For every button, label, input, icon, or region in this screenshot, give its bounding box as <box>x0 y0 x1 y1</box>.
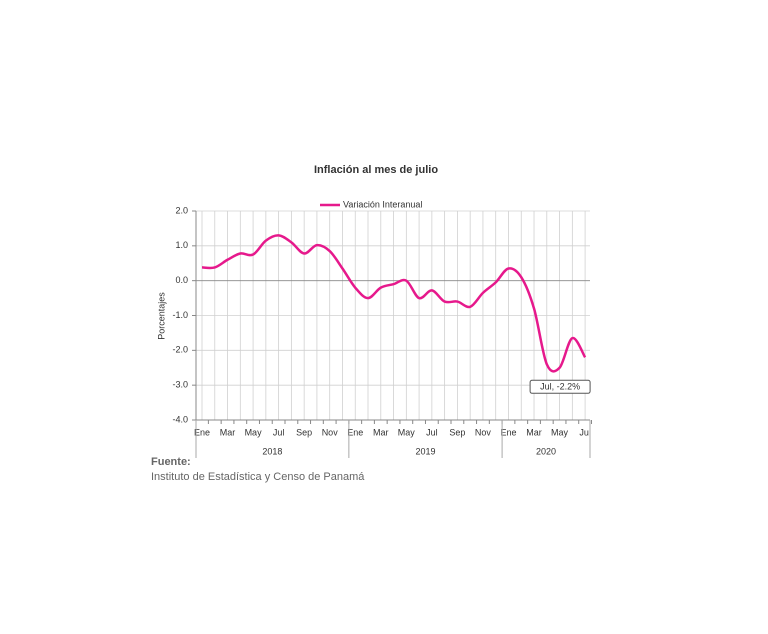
annotation-box <box>529 379 591 394</box>
x-tick-label: May <box>245 427 263 437</box>
x-tick-label: May <box>398 427 416 437</box>
source: Instituto de Estadística y Censo de Pana… <box>151 471 365 483</box>
year-label: 2020 <box>536 446 556 456</box>
year-label: 2018 <box>262 446 282 456</box>
year-label: 2019 <box>415 446 435 456</box>
annotation: Jul, -2.2% <box>540 382 580 392</box>
x-tick-label: Sep <box>449 427 465 437</box>
x-tick-label: Jul <box>579 427 591 437</box>
x-tick-label: Sep <box>296 427 312 437</box>
y-tick-label: 2.0 <box>175 205 188 215</box>
x-tick-label: Jul <box>426 427 438 437</box>
x-tick-label: Nov <box>322 427 339 437</box>
y-tick-label: -1.0 <box>172 310 188 320</box>
x-tick-label: Ene <box>194 427 210 437</box>
y-tick-label: -2.0 <box>172 345 188 355</box>
y-tick-label: 0.0 <box>175 275 188 285</box>
y-tick-label: -4.0 <box>172 414 188 424</box>
x-tick-label: Ene <box>500 427 516 437</box>
x-tick-label: Nov <box>475 427 492 437</box>
chart-title: Inflación al mes de julio <box>314 164 438 176</box>
y-tick-label: -3.0 <box>172 380 188 390</box>
y-tick-label: 1.0 <box>175 240 188 250</box>
x-tick-label: Ene <box>347 427 363 437</box>
series-line <box>201 234 587 373</box>
x-tick-label: Mar <box>220 427 236 437</box>
x-tick-label: May <box>551 427 569 437</box>
x-tick-label: Mar <box>526 427 542 437</box>
source-heading: Fuente: <box>151 456 191 468</box>
legend-label: Variación Interanual <box>343 199 422 209</box>
y-axis-label: Porcentajes <box>156 292 166 340</box>
x-tick-label: Mar <box>373 427 389 437</box>
x-tick-label: Jul <box>273 427 285 437</box>
